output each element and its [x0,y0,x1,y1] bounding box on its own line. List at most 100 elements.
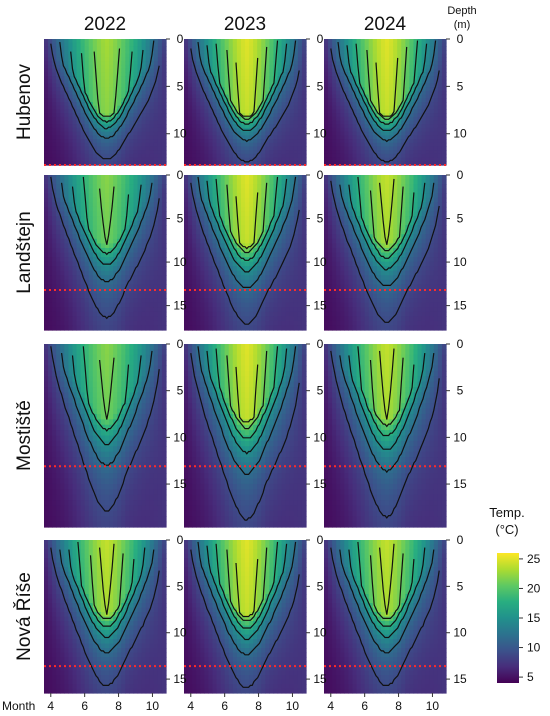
heat-cell [336,116,341,122]
heat-cell [80,206,86,213]
heat-cell [236,120,242,125]
heat-cell [52,234,57,240]
heat-cell [417,79,423,85]
heat-cell [393,131,398,136]
heat-cell [340,79,345,85]
heat-cell [129,257,135,263]
heat-cell [56,116,61,122]
heat-cell [117,87,122,92]
heat-cell [80,90,86,96]
heat-cell [137,64,143,70]
heat-cell [224,238,230,244]
heat-cell [376,46,382,51]
heat-cell [157,298,163,304]
heat-cell [88,157,94,162]
heat-cell [285,202,291,208]
heat-cell [153,150,159,155]
heat-cell [188,266,193,272]
heat-cell [253,146,258,151]
heat-cell [277,94,283,99]
heat-cell [301,46,307,51]
heat-cell [249,234,254,240]
heat-cell [105,87,110,92]
heat-cell [340,131,345,136]
heat-cell [224,61,230,66]
heat-cell [245,105,250,111]
heat-cell [133,293,139,299]
heat-cell [200,50,205,55]
heat-cell [245,257,250,263]
heat-cell [433,127,439,133]
heat-cell [64,288,69,295]
heat-cell [153,243,159,249]
heat-cell [364,42,370,48]
heat-cell [212,243,218,249]
heat-cell [285,39,291,44]
heat-cell [157,325,163,331]
heat-cell [72,53,78,59]
heat-cell [60,284,65,290]
heat-cell [68,234,74,240]
heat-cell [196,127,201,133]
heat-cell [133,188,139,194]
heat-cell [145,94,151,99]
heat-cell [240,270,246,276]
heat-cell [372,68,378,73]
heat-cell [232,320,238,327]
heat-cell [145,211,151,217]
heat-cell [228,257,234,263]
heat-cell [301,79,307,85]
heat-cell [429,42,435,48]
heat-cell [212,293,218,299]
heat-cell [76,61,82,66]
heat-cell [109,102,114,107]
heat-cell [417,50,423,55]
heat-cell [52,142,57,148]
heat-cell [372,102,378,107]
heat-cell [277,120,283,125]
heat-cell [269,234,275,240]
heat-cell [240,42,246,48]
heat-cell [84,57,90,62]
heat-cell [204,83,209,88]
heat-cell [52,105,57,111]
heat-cell [192,316,197,322]
heat-cell [145,179,151,185]
heat-cell [153,225,159,231]
heat-cell [376,150,382,155]
heat-cell [96,202,102,208]
heat-cell [208,197,214,203]
heat-cell [245,146,250,151]
heat-cell [332,79,337,85]
heat-cell [360,120,366,125]
heat-cell [236,202,242,208]
heat-cell [192,229,197,235]
heat-cell [196,120,201,125]
heat-cell [204,298,209,304]
heat-cell [236,320,242,327]
heat-cell [48,252,53,258]
heat-cell [60,175,65,181]
heat-cell [184,184,189,190]
heat-cell [405,142,410,148]
heat-cell [273,206,279,213]
heat-cell [240,298,246,304]
heat-cell [348,61,354,66]
heat-cell [216,98,222,103]
heat-cell [64,234,69,240]
heat-cell [137,53,143,59]
heat-cell [141,61,147,66]
heat-cell [212,61,218,66]
heat-cell [393,72,398,77]
heat-cell [100,120,106,125]
heat-cell [188,307,193,313]
heat-cell [64,247,69,254]
heat-cell [409,124,415,129]
heat-cell [441,64,447,70]
heat-cell [397,98,402,103]
heat-cell [265,225,270,231]
heat-cell [44,175,49,181]
heat-cell [332,157,337,162]
heat-cell [80,39,86,44]
heat-cell [157,243,163,249]
